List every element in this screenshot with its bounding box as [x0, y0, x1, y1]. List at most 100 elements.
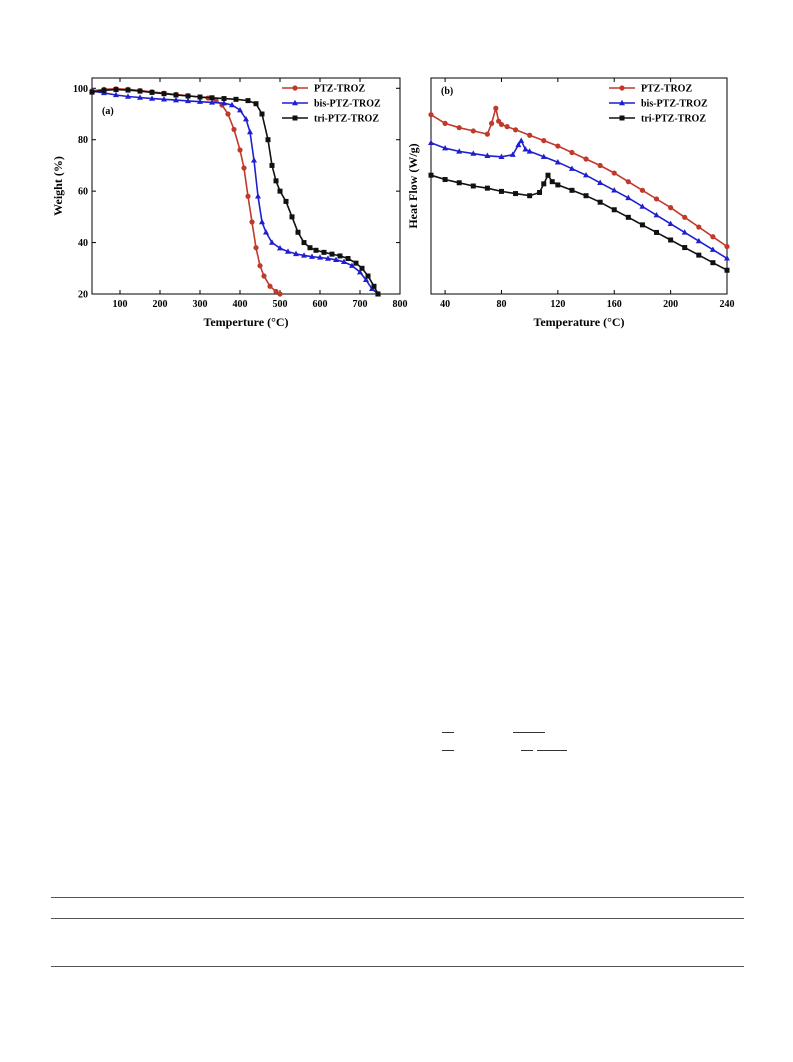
x-tick-label: 80 — [496, 299, 506, 310]
data-point — [428, 139, 434, 145]
x-tick-label: 160 — [607, 299, 622, 310]
data-point — [569, 149, 575, 156]
data-point — [484, 185, 490, 191]
panel-label: (a) — [102, 106, 114, 117]
data-point — [696, 252, 702, 258]
series-line-ptz-troz — [91, 87, 281, 295]
legend-entry: PTZ-TROZ — [282, 84, 365, 95]
legend-marker — [619, 85, 625, 91]
series-line-tri-ptz-troz — [430, 173, 728, 271]
data-point — [512, 127, 519, 133]
data-point — [113, 91, 119, 98]
data-point — [353, 260, 359, 266]
data-point — [504, 124, 510, 130]
data-point — [125, 87, 131, 93]
data-point — [724, 267, 730, 273]
data-point — [229, 101, 235, 108]
data-point — [470, 128, 476, 134]
data-point — [484, 131, 490, 137]
x-tick-label: 800 — [393, 299, 408, 310]
data-point — [301, 252, 307, 258]
data-point — [668, 237, 674, 243]
legend-marker — [619, 115, 625, 121]
data-point — [185, 97, 191, 104]
data-point — [269, 162, 275, 168]
data-point — [273, 178, 279, 184]
data-point — [253, 101, 259, 107]
data-point — [527, 132, 533, 138]
data-point — [639, 187, 646, 193]
data-point — [456, 180, 462, 186]
data-point — [611, 170, 617, 176]
x-tick-label: 40 — [440, 299, 450, 310]
data-point — [583, 172, 590, 178]
panel-label: (b) — [441, 86, 453, 97]
data-point — [137, 88, 143, 94]
legend-label: tri-PTZ-TROZ — [314, 114, 379, 125]
data-point — [442, 145, 449, 151]
data-point — [101, 87, 107, 93]
data-point — [349, 262, 355, 268]
data-point — [243, 115, 249, 122]
series-ptz-troz — [89, 86, 283, 297]
table-bottom-rule — [51, 966, 744, 967]
data-point — [173, 92, 179, 98]
data-point — [285, 248, 291, 254]
data-point — [667, 220, 674, 226]
data-point — [682, 214, 688, 220]
data-point — [493, 105, 499, 111]
data-point — [255, 193, 261, 199]
data-point — [341, 258, 347, 265]
x-tick-label: 300 — [193, 299, 208, 310]
data-point — [537, 189, 543, 195]
legend-label: bis-PTZ-TROZ — [314, 99, 381, 110]
data-point — [513, 191, 519, 197]
data-point — [653, 211, 660, 218]
legend-marker — [292, 99, 298, 106]
legend-label: PTZ-TROZ — [641, 84, 692, 95]
data-point — [611, 187, 618, 193]
data-point — [489, 120, 495, 126]
data-point — [597, 179, 604, 185]
data-point — [237, 147, 243, 153]
data-point — [359, 265, 365, 271]
legend-entry: tri-PTZ-TROZ — [609, 114, 706, 125]
data-point — [289, 214, 295, 220]
data-point — [484, 152, 491, 158]
data-point — [259, 111, 265, 117]
data-point — [375, 291, 381, 297]
plot-frame — [430, 77, 728, 295]
data-point — [259, 218, 265, 225]
data-point — [470, 183, 476, 189]
data-point — [317, 254, 323, 260]
data-point — [209, 95, 215, 101]
equation-fragment — [537, 750, 567, 751]
data-point — [125, 93, 131, 99]
data-point — [363, 276, 369, 283]
legend-label: bis-PTZ-TROZ — [641, 99, 708, 110]
data-point — [263, 229, 269, 235]
dsc-chart: 40 80 120 160 200 240 PTZ-TROZ bis-PTZ-TROZ tri-… — [406, 77, 735, 329]
data-point — [456, 125, 462, 131]
data-point — [522, 146, 529, 152]
equation-fragment — [442, 750, 454, 751]
y-tick-label: 80 — [78, 135, 88, 146]
data-point — [442, 120, 448, 126]
data-point — [456, 148, 463, 154]
data-point — [209, 99, 215, 105]
y-tick-label: 20 — [78, 290, 88, 301]
legend-entry: PTZ-TROZ — [609, 84, 692, 95]
data-point — [225, 111, 231, 117]
data-point — [555, 143, 561, 149]
data-point — [313, 247, 319, 253]
data-point — [329, 251, 335, 257]
data-point — [301, 240, 307, 246]
data-point — [709, 246, 716, 252]
data-point — [149, 95, 155, 101]
data-point — [309, 253, 315, 259]
legend-entry: tri-PTZ-TROZ — [282, 114, 379, 125]
data-point — [428, 172, 434, 178]
data-point — [161, 96, 167, 102]
